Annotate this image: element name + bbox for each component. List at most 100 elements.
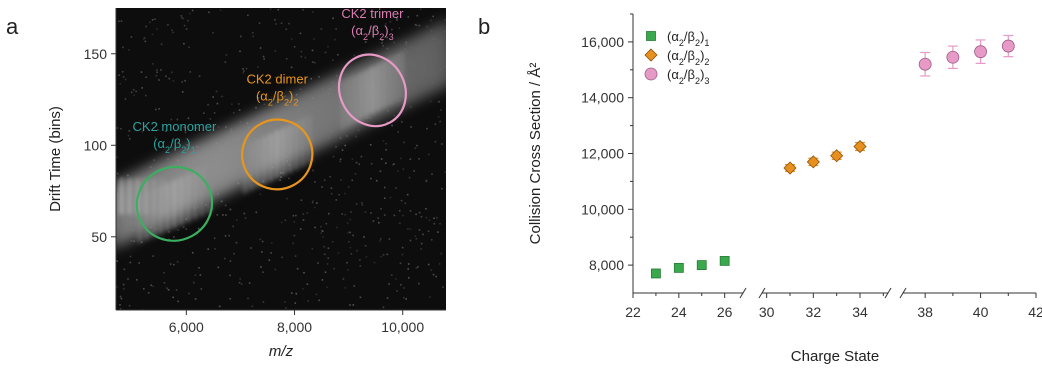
noise-speck <box>391 124 393 127</box>
noise-speck <box>349 304 351 306</box>
noise-speck <box>379 240 381 242</box>
noise-speck <box>414 23 417 26</box>
noise-speck <box>259 193 262 195</box>
noise-speck <box>220 200 223 203</box>
noise-speck <box>122 46 124 49</box>
noise-speck <box>383 214 386 216</box>
noise-speck <box>370 162 373 165</box>
noise-speck <box>189 71 192 73</box>
noise-speck <box>229 298 231 300</box>
noise-speck <box>418 229 421 231</box>
species-name: CK2 monomer <box>133 119 217 134</box>
noise-speck <box>295 292 298 295</box>
noise-speck <box>341 149 344 151</box>
noise-speck <box>416 24 418 27</box>
noise-speck <box>281 256 283 259</box>
noise-speck <box>441 143 443 145</box>
noise-speck <box>342 278 344 280</box>
noise-speck <box>144 40 147 43</box>
noise-speck <box>132 89 135 91</box>
noise-speck <box>369 31 371 33</box>
noise-speck <box>183 42 185 45</box>
species-stoichiometry: (α2/β2)2 <box>256 89 298 108</box>
species-stoichiometry: (α2/β2)1 <box>153 136 195 155</box>
noise-speck <box>170 118 173 121</box>
striation <box>144 191 149 240</box>
noise-speck <box>247 78 249 81</box>
noise-speck <box>212 32 214 34</box>
noise-speck <box>180 15 183 17</box>
noise-speck <box>293 221 296 223</box>
noise-speck <box>128 304 131 307</box>
noise-speck <box>331 241 334 243</box>
noise-speck <box>116 260 119 262</box>
heatmap-y-axis-label: Drift Time (bins) <box>47 106 64 212</box>
noise-speck <box>220 95 223 98</box>
ccs-legend: (α2/β2)1(α2/β2)2(α2/β2)3 <box>644 29 709 86</box>
noise-speck <box>415 213 417 216</box>
noise-speck <box>413 170 415 172</box>
noise-speck <box>350 253 353 255</box>
noise-speck <box>299 88 302 90</box>
noise-speck <box>127 278 129 280</box>
noise-speck <box>333 267 335 270</box>
noise-speck <box>165 130 167 132</box>
striation <box>256 139 261 188</box>
y-tick-label: 14,000 <box>581 90 624 106</box>
noise-speck <box>428 153 430 156</box>
noise-speck <box>338 193 340 196</box>
striation <box>382 60 387 109</box>
noise-speck <box>349 246 352 249</box>
noise-speck <box>382 140 385 142</box>
noise-speck <box>143 288 145 290</box>
noise-speck <box>303 271 305 274</box>
noise-speck <box>434 123 437 125</box>
noise-speck <box>314 206 316 209</box>
noise-speck <box>349 231 351 234</box>
noise-speck <box>145 25 147 28</box>
axis-break-mark <box>899 287 907 299</box>
axis-break-mark <box>884 287 892 299</box>
noise-speck <box>396 17 398 20</box>
y-tick-label: 12,000 <box>581 146 624 162</box>
noise-speck <box>224 257 226 260</box>
noise-speck <box>397 170 399 172</box>
striation <box>394 54 399 103</box>
noise-speck <box>123 287 125 290</box>
noise-speck <box>437 231 439 233</box>
noise-speck <box>364 41 367 43</box>
noise-speck <box>348 241 350 243</box>
noise-speck <box>332 17 334 20</box>
noise-speck <box>381 39 384 42</box>
noise-speck <box>377 217 379 219</box>
noise-speck <box>344 213 346 216</box>
noise-speck <box>302 9 304 11</box>
noise-speck <box>160 43 163 45</box>
noise-speck <box>154 18 156 20</box>
noise-speck <box>135 90 137 93</box>
noise-speck <box>417 266 419 268</box>
noise-speck <box>280 176 282 178</box>
noise-speck <box>311 49 314 52</box>
noise-speck <box>183 126 186 129</box>
noise-speck <box>150 284 152 287</box>
noise-speck <box>409 239 412 242</box>
noise-speck <box>409 158 412 161</box>
noise-speck <box>176 118 179 121</box>
noise-speck <box>274 76 277 79</box>
noise-speck <box>156 28 158 30</box>
noise-speck <box>425 216 428 219</box>
data-point <box>673 262 684 273</box>
legend-marker <box>646 31 656 41</box>
noise-speck <box>155 74 158 77</box>
noise-speck <box>229 260 232 262</box>
noise-speck <box>166 287 168 290</box>
noise-speck <box>207 248 209 250</box>
y-tick-label: 8,000 <box>589 257 624 273</box>
heatmap-x-axis-label: m/z <box>269 343 294 360</box>
legend-label: (α2/β2)2 <box>667 48 709 67</box>
noise-speck <box>133 240 135 242</box>
striation <box>159 178 164 215</box>
noise-speck <box>274 268 277 271</box>
noise-speck <box>247 14 249 17</box>
